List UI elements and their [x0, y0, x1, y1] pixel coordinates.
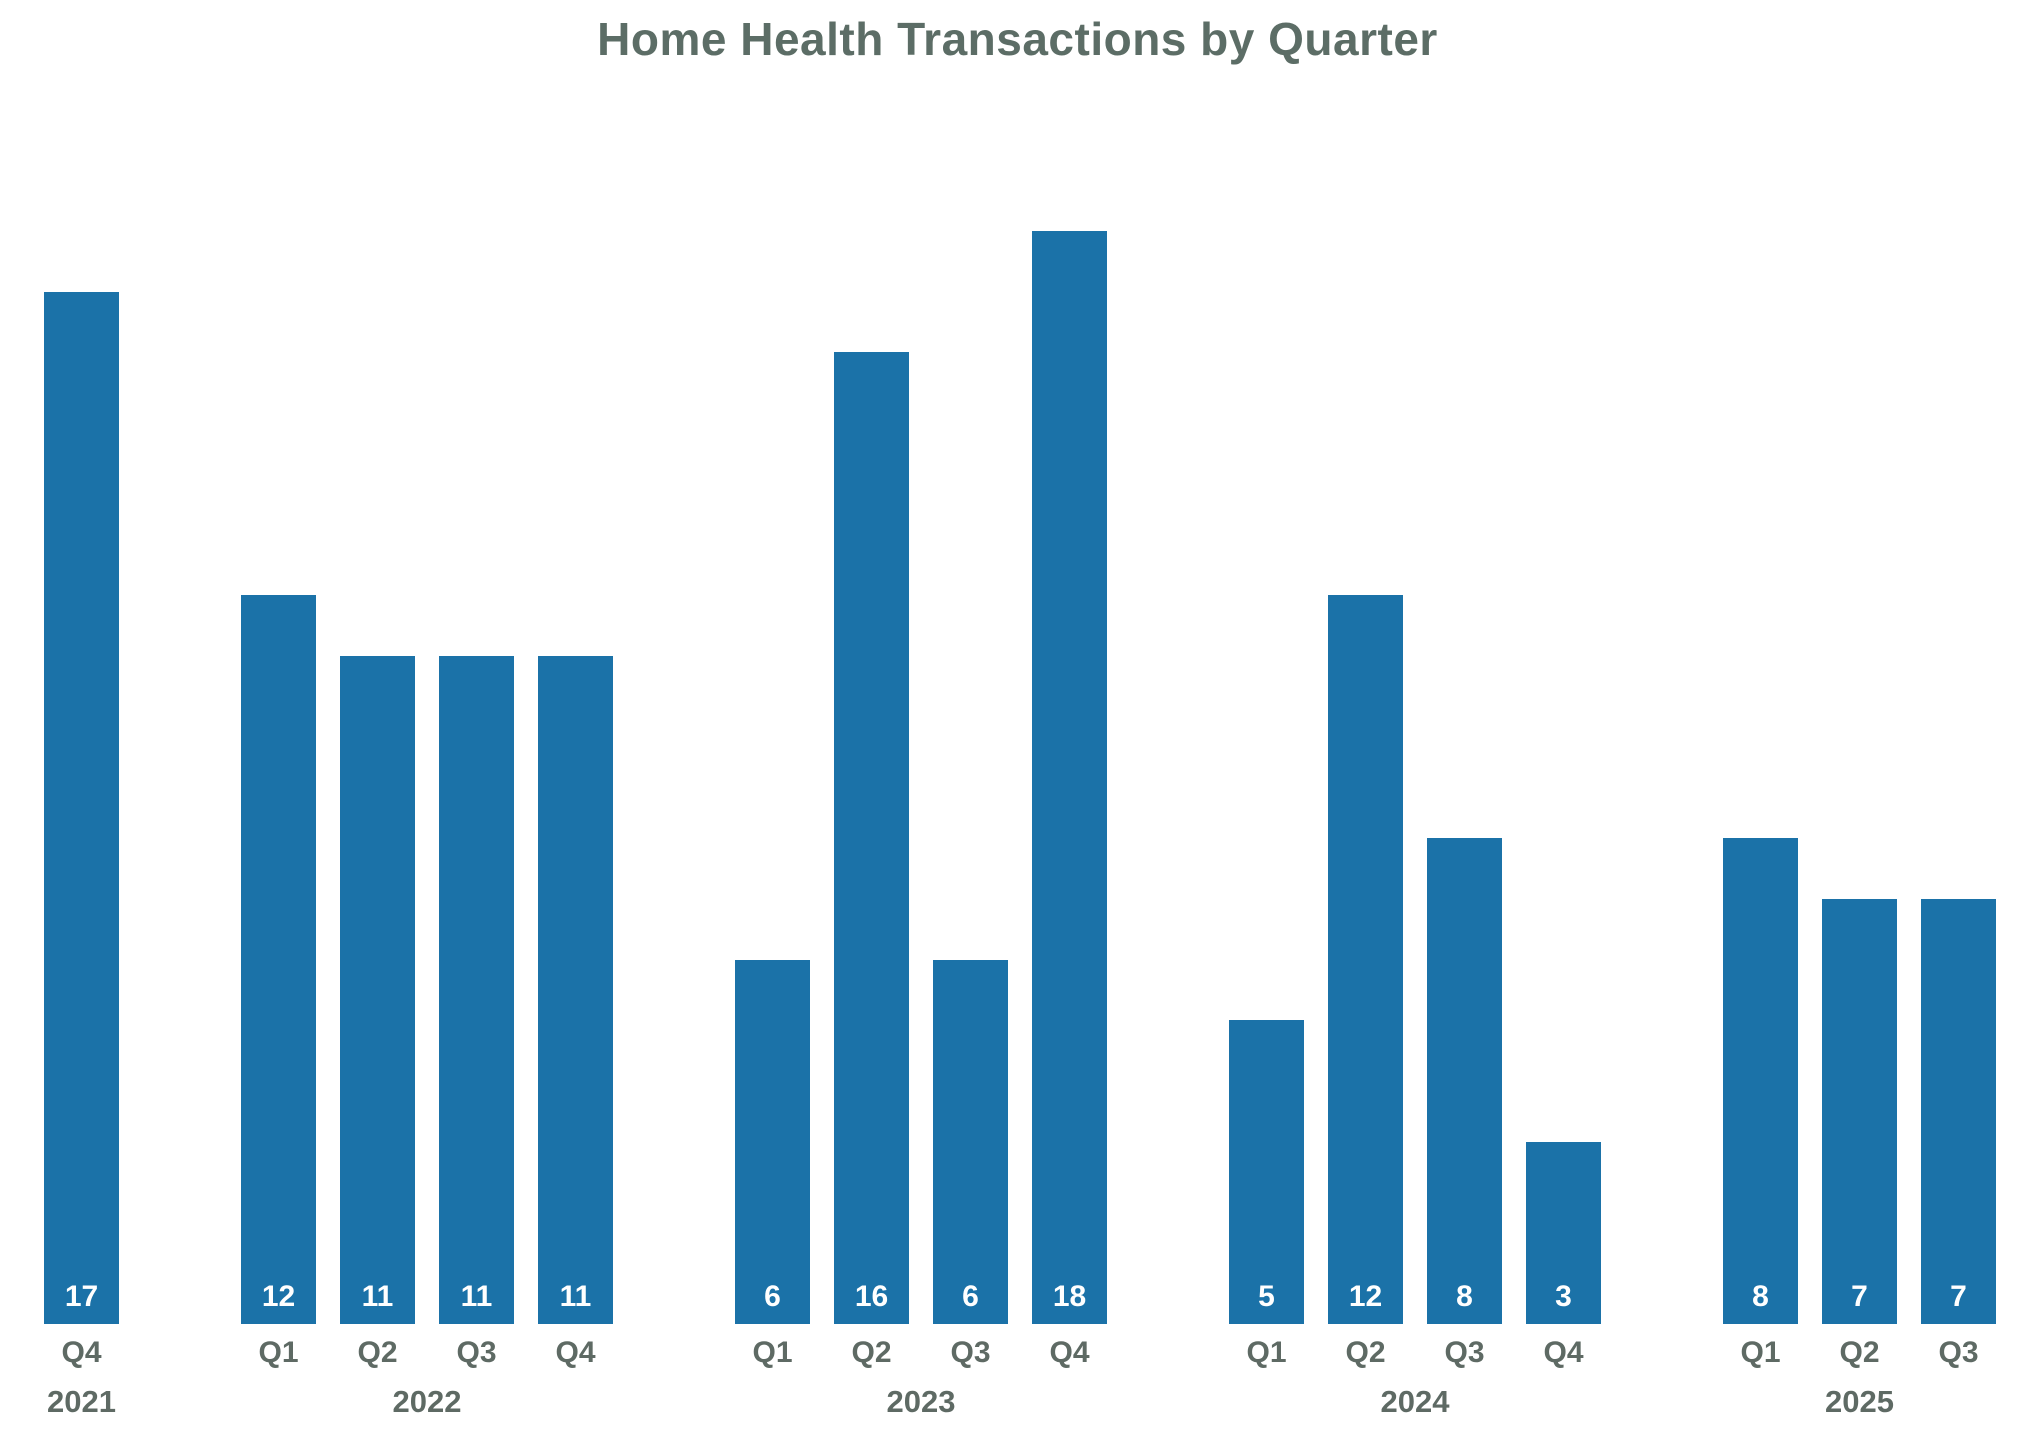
bar-2024-q1: 5 [1229, 1020, 1304, 1324]
x-tick-label: Q3 [950, 1336, 991, 1369]
bar-value-label: 17 [64, 1280, 99, 1313]
bar-value-label: 11 [559, 1280, 592, 1313]
x-tick-label: Q3 [1444, 1336, 1485, 1369]
x-tick-label: Q3 [456, 1336, 497, 1369]
bar-value-label: 5 [1258, 1280, 1275, 1313]
bar-value-label: 6 [962, 1280, 979, 1313]
bar-value-label: 7 [1950, 1280, 1967, 1313]
bar-2023-q1: 6 [735, 960, 810, 1324]
year-label: 2025 [1825, 1384, 1894, 1419]
x-tick-label: Q1 [752, 1336, 793, 1369]
bar-2022-q3: 11 [439, 656, 514, 1324]
x-tick-label: Q3 [1938, 1336, 1979, 1369]
bar-col-2024-q4: 3 Q4 [1526, 1142, 1601, 1382]
bar-value-label: 3 [1555, 1280, 1572, 1313]
year-group-2025: 8 Q1 7 Q2 7 Q3 2025 [1723, 838, 1996, 1440]
bar-col-2025-q2: 7 Q2 [1822, 899, 1897, 1382]
year-group-2023: 6 Q1 16 Q2 6 Q3 18 Q4 2023 [735, 231, 1107, 1440]
bar-2023-q2: 16 [834, 352, 909, 1324]
bar-col-2025-q1: 8 Q1 [1723, 838, 1798, 1382]
bar-col-2024-q3: 8 Q3 [1427, 838, 1502, 1382]
x-tick-label: Q2 [1345, 1336, 1386, 1369]
bar-2024-q4: 3 [1526, 1142, 1601, 1324]
bar-2024-q2: 12 [1328, 595, 1403, 1324]
bar-2025-q2: 7 [1822, 899, 1897, 1324]
x-tick-label: Q2 [851, 1336, 892, 1369]
bar-2021-q4: 17 [44, 292, 119, 1324]
bar-col-2023-q1: 6 Q1 [735, 960, 810, 1382]
bar-col-2022-q1: 12 Q1 [241, 595, 316, 1382]
x-tick-label: Q4 [61, 1336, 102, 1369]
bars-row: 17 Q4 [44, 292, 119, 1382]
bars-row: 8 Q1 7 Q2 7 Q3 [1723, 838, 1996, 1382]
bar-2022-q4: 11 [538, 656, 613, 1324]
bar-value-label: 11 [460, 1280, 493, 1313]
bars-row: 5 Q1 12 Q2 8 Q3 3 Q4 [1229, 595, 1601, 1382]
x-tick-label: Q1 [258, 1336, 299, 1369]
bar-2025-q1: 8 [1723, 838, 1798, 1324]
year-group-2024: 5 Q1 12 Q2 8 Q3 3 Q4 2024 [1229, 595, 1601, 1440]
bar-value-label: 12 [261, 1280, 296, 1313]
bar-2024-q3: 8 [1427, 838, 1502, 1324]
bar-col-2025-q3: 7 Q3 [1921, 899, 1996, 1382]
bar-col-2024-q1: 5 Q1 [1229, 1020, 1304, 1382]
bar-2022-q2: 11 [340, 656, 415, 1324]
bars-row: 12 Q1 11 Q2 11 Q3 11 Q4 [241, 595, 613, 1382]
bar-2025-q3: 7 [1921, 899, 1996, 1324]
bar-value-label: 12 [1348, 1280, 1383, 1313]
bar-value-label: 11 [361, 1280, 394, 1313]
bar-col-2023-q4: 18 Q4 [1032, 231, 1107, 1382]
x-tick-label: Q2 [357, 1336, 398, 1369]
x-tick-label: Q4 [555, 1336, 596, 1369]
bar-groups-container: 17 Q4 2021 12 Q1 11 Q2 11 Q3 11 Q4 2022 6 Q1 16 Q2 6 Q3 18… [44, 231, 1996, 1440]
chart-title: Home Health Transactions by Quarter [597, 13, 1438, 65]
bar-col-2022-q4: 11 Q4 [538, 656, 613, 1382]
bars-row: 6 Q1 16 Q2 6 Q3 18 Q4 [735, 231, 1107, 1382]
bar-col-2022-q3: 11 Q3 [439, 656, 514, 1382]
year-label: 2024 [1380, 1384, 1450, 1419]
bar-value-label: 18 [1052, 1280, 1087, 1313]
x-tick-label: Q1 [1740, 1336, 1781, 1369]
bar-col-2023-q3: 6 Q3 [933, 960, 1008, 1382]
x-tick-label: Q2 [1839, 1336, 1880, 1369]
bar-value-label: 7 [1851, 1280, 1868, 1313]
x-tick-label: Q1 [1246, 1336, 1287, 1369]
bar-col-2022-q2: 11 Q2 [340, 656, 415, 1382]
x-tick-label: Q4 [1049, 1336, 1090, 1369]
bar-2023-q4: 18 [1032, 231, 1107, 1324]
bar-value-label: 8 [1456, 1280, 1473, 1313]
bar-value-label: 8 [1752, 1280, 1769, 1313]
year-label: 2023 [886, 1384, 956, 1419]
bar-col-2021-q4: 17 Q4 [44, 292, 119, 1382]
year-group-2021: 17 Q4 2021 [44, 292, 119, 1440]
bar-value-label: 16 [854, 1280, 889, 1313]
bar-2023-q3: 6 [933, 960, 1008, 1324]
year-label: 2021 [47, 1384, 116, 1419]
year-label: 2022 [392, 1384, 462, 1419]
bar-2022-q1: 12 [241, 595, 316, 1324]
bar-col-2023-q2: 16 Q2 [834, 352, 909, 1382]
year-group-2022: 12 Q1 11 Q2 11 Q3 11 Q4 2022 [241, 595, 613, 1440]
x-tick-label: Q4 [1543, 1336, 1584, 1369]
bar-value-label: 6 [764, 1280, 781, 1313]
bar-col-2024-q2: 12 Q2 [1328, 595, 1403, 1382]
